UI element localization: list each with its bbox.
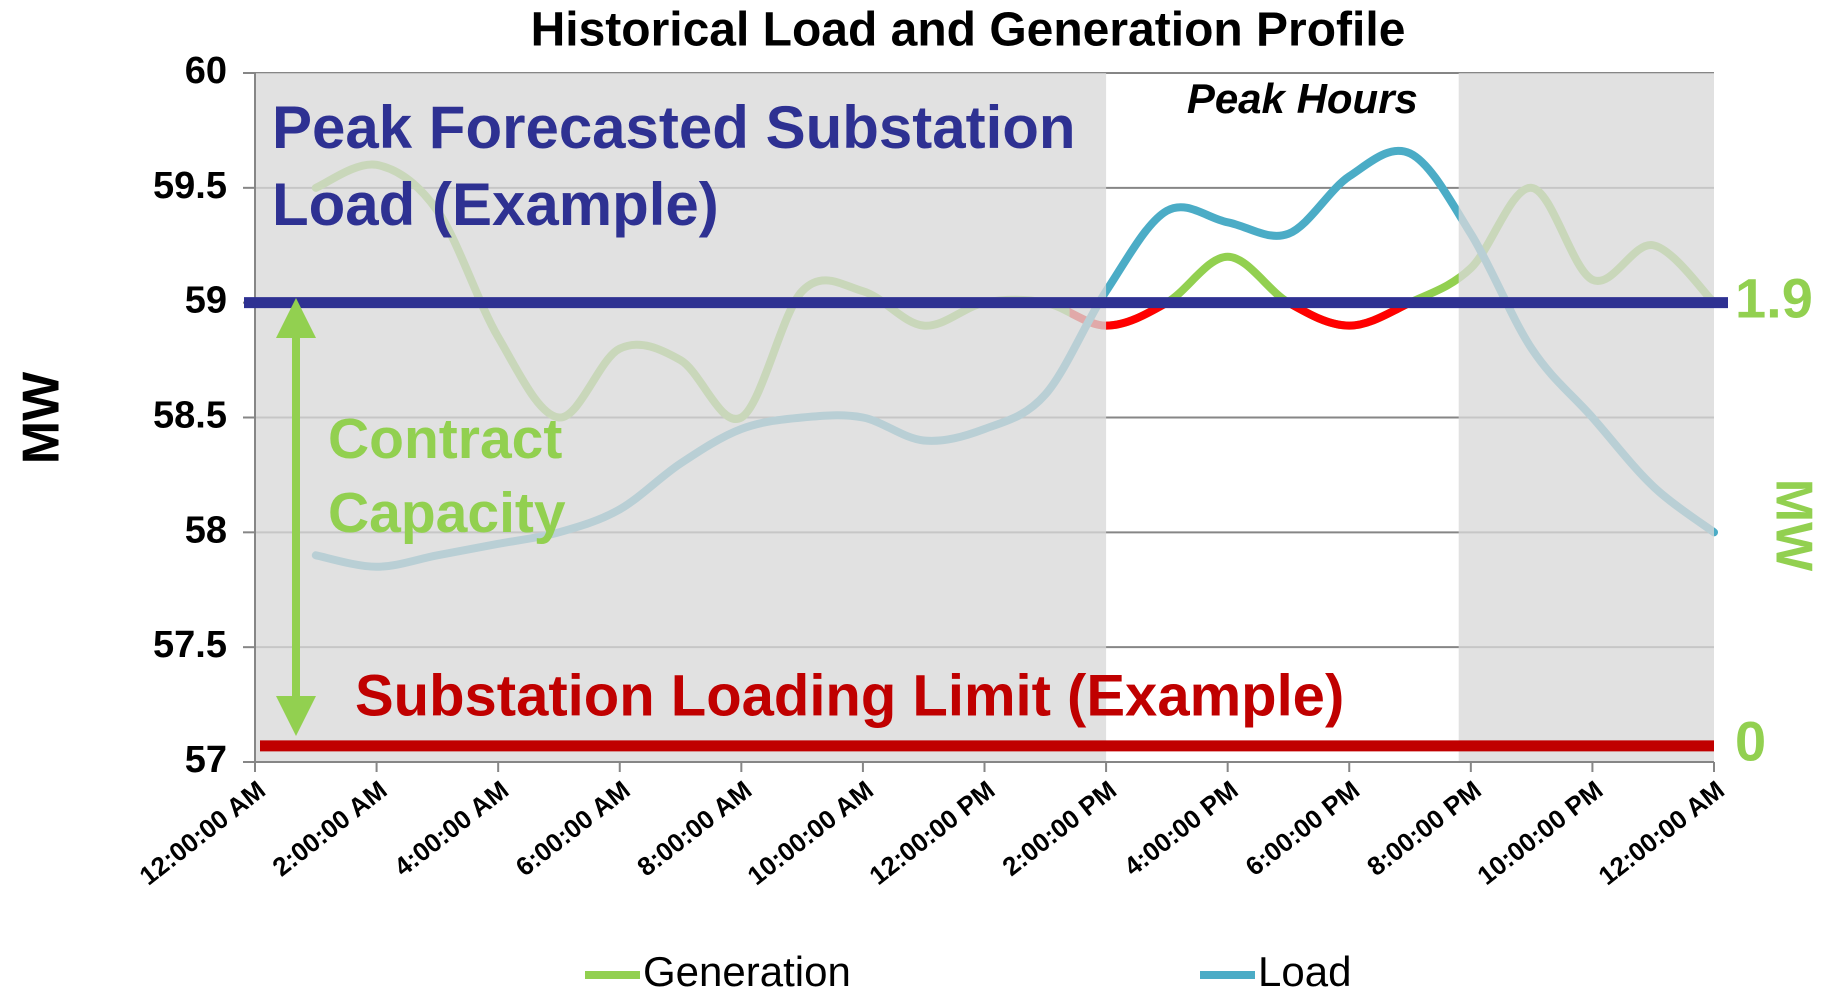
- chart-title: Historical Load and Generation Profile: [531, 4, 1406, 57]
- x-tick-label: 2:00:00 PM: [996, 775, 1122, 882]
- y-tick-label: 57.5: [153, 624, 227, 666]
- y2-tick-label: 1.9: [1735, 266, 1813, 329]
- y-tick-label: 57: [185, 739, 227, 781]
- y-tick-label: 60: [185, 50, 227, 92]
- y-axis-label: MW: [13, 371, 71, 464]
- x-tick-label: 4:00:00 AM: [388, 775, 514, 883]
- off-peak-shade: [1459, 73, 1714, 761]
- y-tick-label: 58: [185, 509, 227, 551]
- x-tick-label: 12:00:00 PM: [864, 775, 1001, 891]
- chart: Historical Load and Generation Profile M…: [0, 0, 1837, 996]
- y2-tick-label: 0: [1735, 709, 1766, 772]
- y-tick-label: 58.5: [153, 395, 227, 437]
- peak-hours-label: Peak Hours: [1187, 75, 1418, 122]
- loading-limit-label: Substation Loading Limit (Example): [355, 663, 1344, 728]
- legend-label: Load: [1258, 948, 1351, 995]
- x-tick-label: 12:00:00 AM: [1593, 775, 1730, 891]
- peak-forecast-label: Load (Example): [272, 171, 719, 238]
- peak-forecast-label: Peak Forecasted Substation: [272, 94, 1076, 161]
- y-tick-label: 59: [185, 280, 227, 322]
- x-tick-label: 6:00:00 PM: [1240, 775, 1366, 882]
- capacity-label: Contract: [328, 407, 562, 471]
- x-tick-label: 8:00:00 AM: [631, 775, 757, 883]
- legend-label: Generation: [643, 948, 851, 995]
- x-tick-label: 10:00:00 AM: [742, 775, 879, 891]
- x-tick-label: 10:00:00 PM: [1471, 775, 1608, 891]
- y2-axis-label: MW: [1764, 479, 1822, 572]
- capacity-label: Capacity: [328, 481, 566, 545]
- x-tick-label: 4:00:00 PM: [1118, 775, 1244, 882]
- x-tick-label: 12:00:00 AM: [134, 775, 271, 891]
- x-tick-label: 8:00:00 PM: [1361, 775, 1487, 882]
- x-tick-label: 2:00:00 AM: [267, 775, 393, 883]
- y-tick-label: 59.5: [153, 165, 227, 207]
- x-tick-label: 6:00:00 AM: [510, 775, 636, 883]
